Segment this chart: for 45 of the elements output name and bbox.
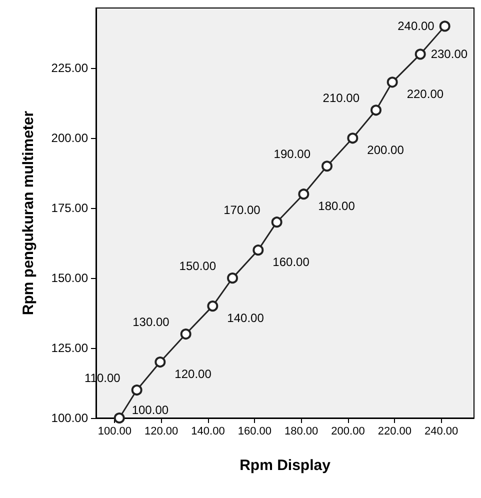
point <box>180 328 192 340</box>
point <box>322 160 332 172</box>
x-tick-label: 180.00 <box>284 426 318 438</box>
data-label: 140.00 <box>227 311 264 326</box>
data-label: 180.00 <box>318 199 356 214</box>
point <box>298 188 310 200</box>
data-label: 170.00 <box>224 203 261 218</box>
point <box>386 76 398 88</box>
point <box>347 132 358 144</box>
data-label: 190.00 <box>274 147 311 162</box>
data-label: 150.00 <box>179 259 216 274</box>
data-label: 100.00 <box>132 403 169 417</box>
point <box>439 20 450 32</box>
data-label: 130.00 <box>132 315 170 330</box>
y-tick-label: 200.00 <box>51 131 88 146</box>
point <box>114 412 125 424</box>
point <box>252 244 264 256</box>
point <box>131 384 142 396</box>
data-label: 120.00 <box>174 367 212 382</box>
point <box>271 216 282 228</box>
x-tick-label: 160.00 <box>238 426 272 438</box>
point <box>370 104 382 116</box>
point <box>207 300 218 312</box>
point <box>227 272 238 284</box>
x-tick-label: 100.00 <box>98 426 132 438</box>
data-label: 240.00 <box>398 19 435 34</box>
data-label: 230.00 <box>430 47 468 62</box>
x-tick-label: 240.00 <box>424 426 458 438</box>
data-label: 220.00 <box>406 87 444 102</box>
x-tick-label: 200.00 <box>331 426 365 438</box>
y-tick-label: 125.00 <box>51 341 88 356</box>
y-tick-label: 225.00 <box>51 61 88 76</box>
point <box>154 356 166 368</box>
x-tick-label: 140.00 <box>191 426 225 438</box>
data-label: 160.00 <box>272 255 310 270</box>
data-label: 210.00 <box>322 91 360 106</box>
point <box>414 48 426 60</box>
y-tick-label: 150.00 <box>51 271 88 286</box>
x-axis-title: Rpm Display <box>240 457 332 474</box>
data-label: 200.00 <box>367 143 404 158</box>
x-tick-label: 120.00 <box>144 426 178 438</box>
y-tick-label: 175.00 <box>51 201 88 216</box>
x-tick-label: 220.00 <box>378 426 412 438</box>
y-axis-title: Rpm pengukuran multimeter <box>20 110 37 316</box>
y-tick-label: 100.00 <box>51 411 88 425</box>
